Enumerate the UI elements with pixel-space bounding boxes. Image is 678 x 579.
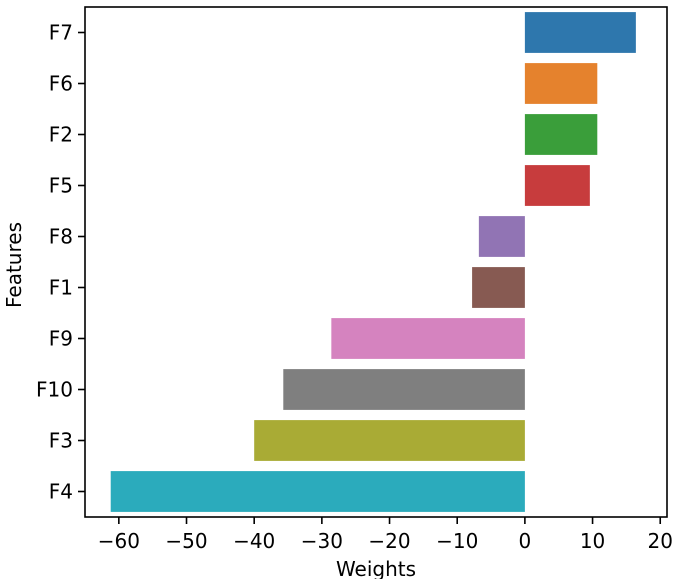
x-tick-label-8: 20: [648, 529, 673, 553]
bar-f2: [524, 114, 598, 155]
y-tick-label-f4: F4: [49, 480, 73, 504]
x-axis-label: Weights: [336, 557, 416, 579]
y-tick-label-f10: F10: [36, 378, 73, 402]
bar-f9: [331, 318, 525, 359]
y-tick-label-f1: F1: [49, 276, 73, 300]
y-axis-label: Features: [2, 222, 26, 308]
x-tick-label-4: −20: [368, 529, 410, 553]
x-tick-label-7: 10: [580, 529, 605, 553]
x-tick-label-0: −60: [98, 529, 140, 553]
x-tick-label-2: −40: [233, 529, 275, 553]
y-axis-ticks: F7 F6 F2 F5 F8 F1 F9 F10 F3 F4: [36, 21, 85, 504]
y-tick-label-f3: F3: [49, 429, 73, 453]
bar-f3: [254, 420, 525, 461]
y-tick-label-f5: F5: [49, 174, 73, 198]
x-axis-ticks: −60 −50 −40 −30 −20 −10 0 10 20: [98, 517, 673, 553]
x-tick-label-1: −50: [165, 529, 207, 553]
bar-f10: [283, 369, 525, 410]
x-tick-label-3: −30: [301, 529, 343, 553]
bar-f4: [110, 471, 525, 512]
y-tick-label-f9: F9: [49, 327, 73, 351]
plot-frame: [84, 6, 668, 518]
x-tick-label-6: 0: [519, 529, 532, 553]
bar-f6: [524, 63, 598, 104]
bar-f1: [472, 267, 525, 308]
y-tick-label-f6: F6: [49, 72, 73, 96]
y-tick-label-f8: F8: [49, 225, 73, 249]
bar-f8: [478, 216, 525, 257]
bar-f5: [524, 165, 590, 206]
x-tick-label-5: −10: [436, 529, 478, 553]
bars: [110, 12, 636, 512]
y-tick-label-f7: F7: [49, 21, 73, 45]
y-tick-label-f2: F2: [49, 123, 73, 147]
bar-f7: [524, 12, 636, 53]
